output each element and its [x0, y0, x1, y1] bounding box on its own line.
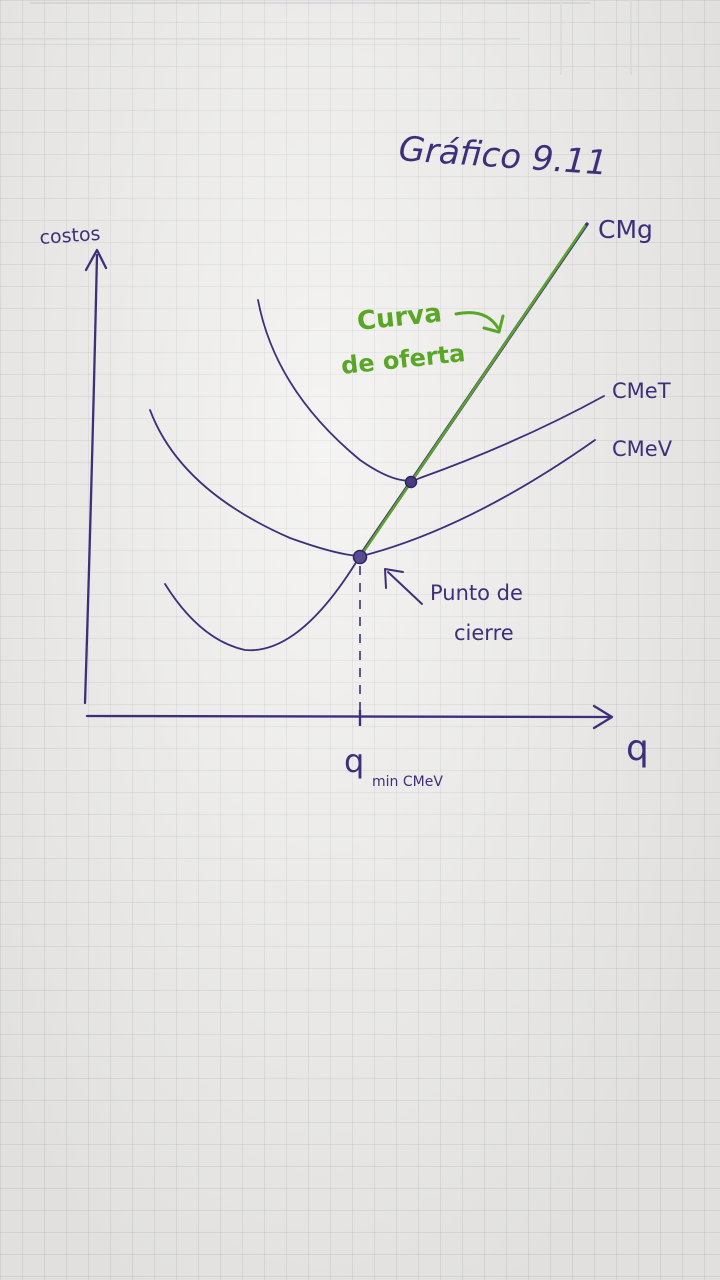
- y-axis-arrowhead: [84, 248, 108, 272]
- supply-label-line2: de oferta: [340, 339, 467, 380]
- cmet-label: CMeT: [612, 379, 671, 403]
- cmev-label: CMeV: [612, 437, 673, 461]
- cmev-curve: [149, 409, 596, 557]
- shutdown-point: [352, 549, 368, 565]
- shutdown-arrow: [387, 571, 423, 605]
- diagram-title: Gráfico 9.11: [397, 129, 608, 183]
- bleed-through-text: [0, 0, 632, 75]
- cmg-curve-lower: [164, 555, 361, 652]
- shutdown-label-line2: cierre: [454, 621, 514, 645]
- q-min-label: q: [344, 742, 364, 780]
- y-axis: [83, 253, 99, 705]
- supply-arrow: [454, 311, 500, 330]
- min-cmet-point: [404, 475, 418, 489]
- x-axis-arrowhead: [592, 704, 614, 730]
- supply-curve: [360, 224, 587, 556]
- q-min-subscript: min CMeV: [372, 774, 443, 790]
- supply-label-line1: Curva: [356, 298, 444, 337]
- cmg-label: CMg: [598, 215, 653, 244]
- cmet-curve: [257, 299, 605, 482]
- supply-arrowhead: [482, 314, 505, 334]
- y-axis-label: costos: [39, 223, 101, 249]
- shutdown-label-line1: Punto de: [430, 581, 523, 605]
- x-axis-label: q: [626, 728, 649, 769]
- x-axis: [85, 714, 612, 719]
- shutdown-arrowhead: [384, 568, 404, 589]
